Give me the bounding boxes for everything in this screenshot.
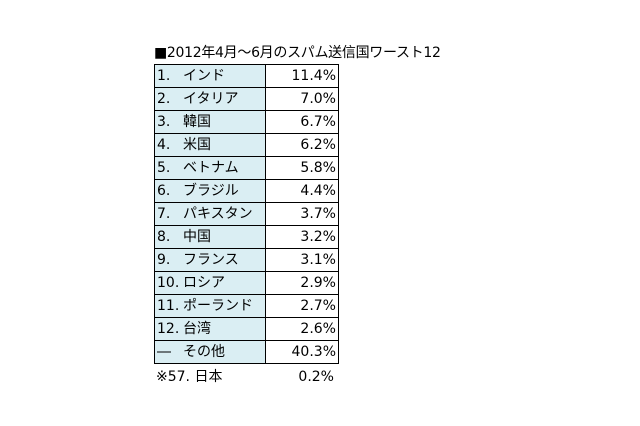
percentage-cell: 6.7% [265,110,339,134]
country-cell: 10. ロシア [154,271,266,295]
country-label: その他 [183,344,225,360]
country-cell: ― その他 [154,340,266,364]
country-label: ブラジル [183,183,239,199]
country-label: 韓国 [183,114,211,130]
country-cell: 3. 韓国 [154,110,266,134]
table-row: 8. 中国 3.2% [154,225,339,249]
percentage-cell: 2.9% [265,271,339,295]
country-cell: 6. ブラジル [154,179,266,203]
rank-label: 8. [157,229,171,245]
percentage-cell: 4.4% [265,179,339,203]
country-label: 米国 [183,137,211,153]
rank-label: ― [157,344,171,360]
country-cell: 11. ポーランド [154,294,266,318]
rank-label: 6. [157,183,171,199]
percentage-cell: 3.2% [265,225,339,249]
percentage-cell: 3.1% [265,248,339,272]
table-row: 11. ポーランド 2.7% [154,294,339,318]
country-label: 台湾 [183,321,211,337]
country-label: 中国 [183,229,211,245]
table-row: 12. 台湾 2.6% [154,317,339,341]
country-label: イタリア [183,91,239,107]
rank-label: 2. [157,91,171,107]
footnote-value: 0.2% [298,369,334,385]
table-row: 10. ロシア 2.9% [154,271,339,295]
spam-country-table: 1. インド 11.4% 2. イタリア 7.0% 3. 韓国 6.7% 4. 米国 6.2% 5. ベト… [154,64,339,364]
table-title: ■2012年4月～6月のスパム送信国ワースト12 [154,45,441,61]
percentage-cell: 11.4% [265,64,339,88]
percentage-cell: 2.6% [265,317,339,341]
table-row: 1. インド 11.4% [154,64,339,88]
table-row: 3. 韓国 6.7% [154,110,339,134]
country-cell: 5. ベトナム [154,156,266,180]
rank-label: 5. [157,160,171,176]
country-label: ロシア [183,275,225,291]
table-row: 5. ベトナム 5.8% [154,156,339,180]
country-label: ポーランド [183,298,253,314]
country-cell: 9. フランス [154,248,266,272]
percentage-cell: 40.3% [265,340,339,364]
country-cell: 12. 台湾 [154,317,266,341]
rank-label: 12. [157,321,180,337]
country-cell: 4. 米国 [154,133,266,157]
country-label: パキスタン [183,206,253,222]
country-cell: 7. パキスタン [154,202,266,226]
rank-label: 3. [157,114,171,130]
rank-label: 1. [157,68,171,84]
country-label: インド [183,68,225,84]
table-row: 4. 米国 6.2% [154,133,339,157]
percentage-cell: 5.8% [265,156,339,180]
table-row: 7. パキスタン 3.7% [154,202,339,226]
rank-label: 11. [157,298,180,314]
country-cell: 8. 中国 [154,225,266,249]
country-label: ベトナム [183,160,239,176]
percentage-cell: 2.7% [265,294,339,318]
rank-label: 7. [157,206,171,222]
country-cell: 2. イタリア [154,87,266,111]
percentage-cell: 3.7% [265,202,339,226]
percentage-cell: 6.2% [265,133,339,157]
table-row: 6. ブラジル 4.4% [154,179,339,203]
rank-label: 4. [157,137,171,153]
table-row: 9. フランス 3.1% [154,248,339,272]
percentage-cell: 7.0% [265,87,339,111]
footnote-label: ※57. 日本 [156,369,223,385]
country-cell: 1. インド [154,64,266,88]
rank-label: 9. [157,252,171,268]
table-row: 2. イタリア 7.0% [154,87,339,111]
table-row: ― その他 40.3% [154,340,339,364]
country-label: フランス [183,252,239,268]
rank-label: 10. [157,275,180,291]
